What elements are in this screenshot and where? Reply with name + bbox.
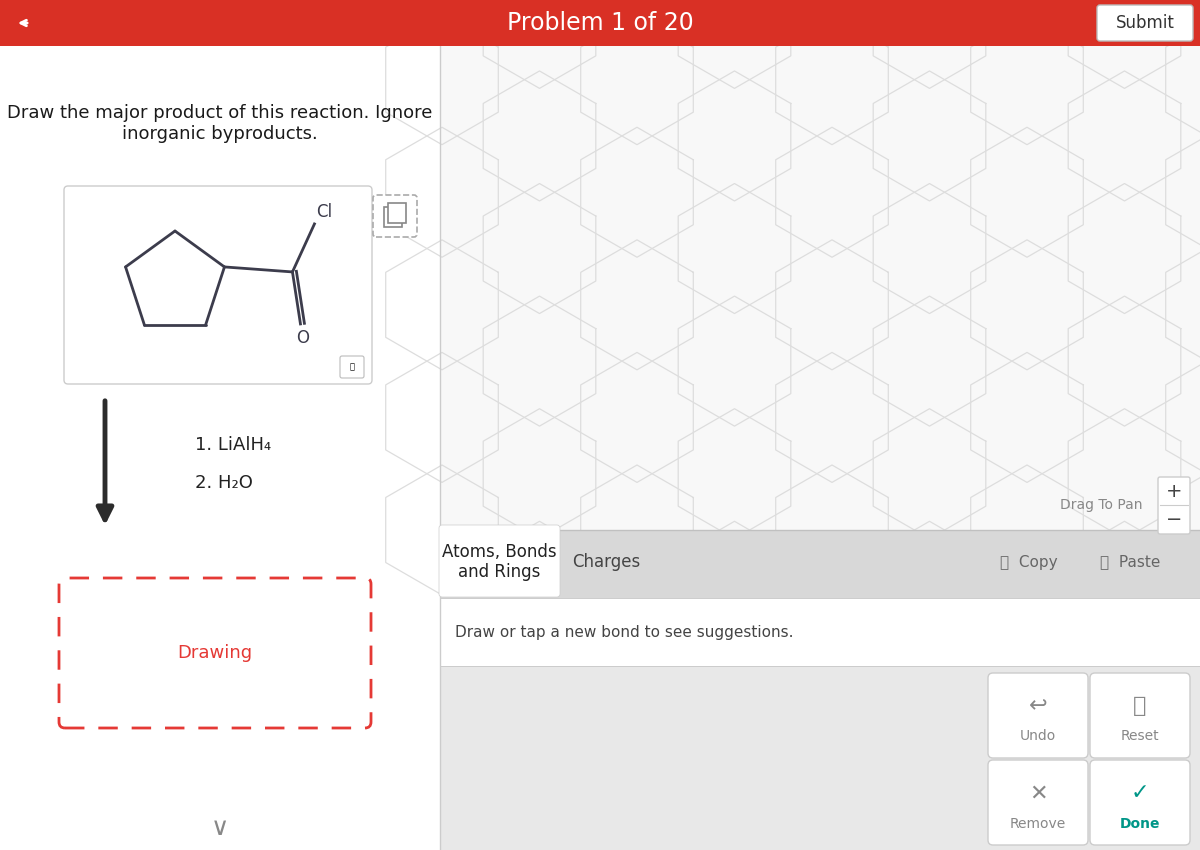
Text: Done: Done bbox=[1120, 817, 1160, 830]
Text: Atoms, Bonds
and Rings: Atoms, Bonds and Rings bbox=[442, 542, 557, 581]
Text: ∨: ∨ bbox=[211, 816, 229, 840]
Text: Remove: Remove bbox=[1010, 817, 1066, 830]
Text: ✕: ✕ bbox=[1028, 784, 1048, 803]
FancyBboxPatch shape bbox=[1097, 5, 1193, 41]
Text: ↩: ↩ bbox=[1028, 696, 1048, 717]
Bar bbox=[384, 207, 402, 227]
Text: Cl: Cl bbox=[317, 203, 332, 221]
Text: Problem 1 of 20: Problem 1 of 20 bbox=[506, 11, 694, 35]
Text: Drag To Pan: Drag To Pan bbox=[1060, 498, 1142, 512]
Text: 2. H₂O: 2. H₂O bbox=[194, 474, 253, 492]
FancyBboxPatch shape bbox=[988, 760, 1088, 845]
Text: Undo: Undo bbox=[1020, 729, 1056, 744]
Text: ✓: ✓ bbox=[1130, 784, 1150, 803]
FancyBboxPatch shape bbox=[439, 525, 560, 597]
Text: O: O bbox=[296, 329, 308, 347]
FancyBboxPatch shape bbox=[373, 195, 418, 237]
Text: 🗋  Copy: 🗋 Copy bbox=[1000, 554, 1057, 570]
FancyBboxPatch shape bbox=[1090, 760, 1190, 845]
Bar bbox=[388, 203, 406, 223]
Text: Draw or tap a new bond to see suggestions.: Draw or tap a new bond to see suggestion… bbox=[455, 625, 793, 639]
Text: Reset: Reset bbox=[1121, 729, 1159, 744]
Bar bbox=[440, 530, 1200, 850]
FancyBboxPatch shape bbox=[59, 578, 371, 728]
Bar bbox=[440, 530, 1200, 598]
Text: 🔍: 🔍 bbox=[349, 362, 354, 371]
FancyBboxPatch shape bbox=[1158, 477, 1190, 534]
Bar bbox=[0, 0, 1200, 46]
Bar bbox=[0, 46, 440, 850]
Text: −: − bbox=[1166, 509, 1182, 529]
Text: Drawing: Drawing bbox=[178, 644, 252, 662]
FancyBboxPatch shape bbox=[988, 673, 1088, 758]
Text: 🗑: 🗑 bbox=[1133, 696, 1147, 717]
Bar bbox=[440, 46, 1200, 530]
FancyBboxPatch shape bbox=[1090, 673, 1190, 758]
FancyBboxPatch shape bbox=[340, 356, 364, 378]
Text: Submit: Submit bbox=[1116, 14, 1175, 32]
Text: Charges: Charges bbox=[572, 553, 640, 571]
Text: 🗋  Paste: 🗋 Paste bbox=[1100, 554, 1160, 570]
FancyBboxPatch shape bbox=[64, 186, 372, 384]
Text: +: + bbox=[1165, 481, 1182, 501]
Text: 1. LiAlH₄: 1. LiAlH₄ bbox=[194, 436, 271, 454]
Text: Draw the major product of this reaction. Ignore
inorganic byproducts.: Draw the major product of this reaction.… bbox=[7, 104, 433, 143]
Bar bbox=[440, 598, 1200, 666]
